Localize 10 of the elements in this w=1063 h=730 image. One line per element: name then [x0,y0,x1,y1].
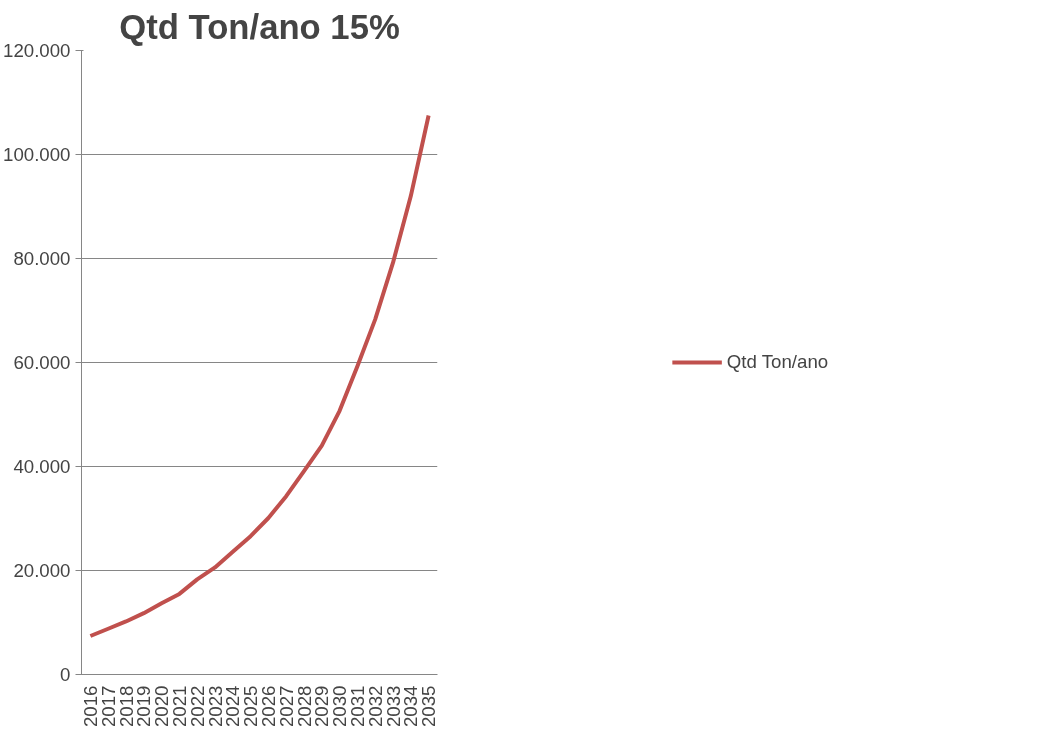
y-tick-label: 100.000 [3,144,71,165]
y-tick-label: 40.000 [13,456,71,477]
y-tick-label: 120.000 [3,40,71,61]
y-tick-label: 60.000 [13,352,71,373]
legend-label: Qtd Ton/ano [726,351,829,373]
y-tick-label: 0 [60,664,71,685]
line-series [88,113,431,639]
y-tick-label: 20.000 [13,560,71,581]
y-tick-label: 80.000 [13,248,71,269]
chart-title: Qtd Ton/ano 15% [119,7,400,46]
